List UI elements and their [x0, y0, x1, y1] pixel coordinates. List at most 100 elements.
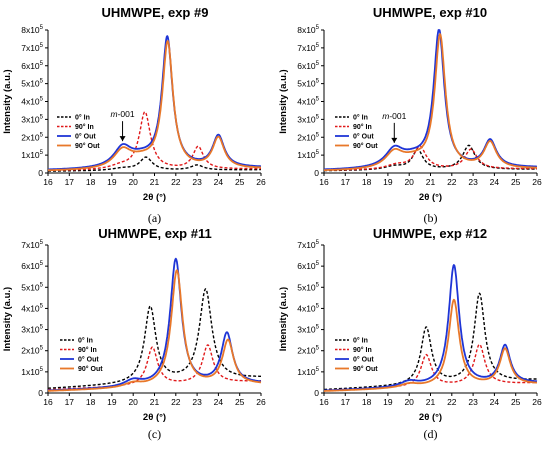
y-tick-label: 6x105	[297, 261, 319, 271]
x-tick-label: 22	[171, 397, 181, 407]
chart-title: UHMWPE, exp #9	[102, 5, 209, 20]
y-tick-label: 6x105	[21, 261, 43, 271]
x-tick-label: 26	[532, 397, 542, 407]
y-tick-label: 8x105	[21, 25, 43, 35]
y-tick-label: 2x105	[21, 132, 43, 142]
legend-label: 0° In	[353, 114, 368, 122]
y-tick-label: 8x105	[297, 25, 319, 35]
y-tick-label: 5x105	[297, 79, 319, 89]
x-tick-label: 16	[319, 177, 329, 187]
x-tick-label: 25	[235, 397, 245, 407]
y-tick-label: 7x105	[297, 43, 319, 53]
chart-title: UHMWPE, exp #12	[373, 226, 487, 241]
y-tick-label: 1x105	[21, 150, 43, 160]
x-tick-label: 24	[214, 177, 224, 187]
x-tick-label: 19	[107, 397, 117, 407]
x-tick-label: 19	[383, 397, 393, 407]
legend-label: 0° In	[75, 114, 90, 122]
x-axis-label: 2θ (°)	[143, 192, 166, 203]
y-tick-label: 3x105	[21, 325, 43, 335]
x-tick-label: 21	[150, 397, 160, 407]
chart-panel-3: UHMWPE, exp #12 16 17 18 19 20 21 22 23 24 25 26 2θ …	[278, 226, 542, 441]
y-tick-label: 7x105	[21, 240, 43, 250]
y-axis-label: Intensity (a.u.)	[278, 287, 289, 351]
x-tick-label: 20	[128, 397, 138, 407]
x-tick-label: 18	[362, 397, 372, 407]
annotation-label: m-001	[110, 109, 134, 119]
x-tick-label: 22	[447, 397, 457, 407]
y-tick-label: 0	[314, 388, 319, 398]
x-tick-label: 16	[319, 397, 329, 407]
y-axis-label: Intensity (a.u.)	[2, 69, 13, 133]
series-line-3	[323, 33, 538, 172]
series-line-0	[47, 288, 262, 389]
panel-caption: (d)	[424, 427, 438, 441]
x-tick-label: 26	[532, 177, 542, 187]
x-tick-label: 25	[511, 177, 521, 187]
y-tick-label: 4x105	[21, 97, 43, 107]
x-tick-label: 17	[65, 397, 75, 407]
x-tick-label: 18	[86, 397, 96, 407]
x-tick-label: 16	[43, 177, 53, 187]
x-tick-label: 17	[341, 397, 351, 407]
x-tick-label: 26	[256, 397, 266, 407]
x-tick-label: 25	[235, 177, 245, 187]
y-tick-label: 5x105	[21, 282, 43, 292]
y-tick-label: 5x105	[297, 282, 319, 292]
legend-label: 90° Out	[353, 142, 378, 150]
annotation-label: m-001	[382, 111, 406, 121]
series-line-0	[47, 156, 262, 172]
x-tick-label: 23	[468, 397, 478, 407]
legend-label: 90° In	[353, 123, 372, 131]
x-tick-label: 24	[214, 397, 224, 407]
x-tick-label: 21	[150, 177, 160, 187]
y-tick-label: 7x105	[21, 43, 43, 53]
series-line-1	[323, 145, 538, 171]
panel-caption: (a)	[148, 211, 161, 225]
y-axis-label: Intensity (a.u.)	[278, 69, 289, 133]
panel-caption: (b)	[424, 211, 438, 225]
x-tick-label: 23	[468, 177, 478, 187]
x-tick-label: 17	[65, 177, 75, 187]
x-axis-label: 2θ (°)	[419, 412, 442, 423]
y-tick-label: 6x105	[297, 61, 319, 71]
chart-panel-1: UHMWPE, exp #10 16 17 18 19 20 21 22 23 24 25 26 2θ …	[278, 5, 542, 225]
y-axis-label: Intensity (a.u.)	[2, 287, 13, 351]
x-tick-label: 16	[43, 397, 53, 407]
y-tick-label: 2x105	[297, 132, 319, 142]
x-tick-label: 20	[404, 177, 414, 187]
y-tick-label: 3x105	[21, 114, 43, 124]
x-tick-label: 18	[86, 177, 96, 187]
chart-panel-0: UHMWPE, exp #9 16 17 18 19 20 21 22 23 24 25 26 2θ (…	[2, 5, 266, 225]
series-line-3	[323, 298, 538, 392]
series-line-0	[323, 292, 538, 391]
y-tick-label: 2x105	[21, 346, 43, 356]
x-tick-label: 23	[192, 397, 202, 407]
y-tick-label: 3x105	[297, 114, 319, 124]
series-line-3	[47, 40, 262, 172]
y-tick-label: 1x105	[297, 367, 319, 377]
x-axis-label: 2θ (°)	[143, 412, 166, 423]
chart-panel-2: UHMWPE, exp #11 16 17 18 19 20 21 22 23 24 25 26 2θ …	[2, 226, 266, 441]
y-tick-label: 6x105	[21, 61, 43, 71]
x-tick-label: 22	[447, 177, 457, 187]
x-tick-label: 26	[256, 177, 266, 187]
x-tick-label: 19	[107, 177, 117, 187]
x-tick-label: 18	[362, 177, 372, 187]
legend-label: 0° In	[353, 337, 368, 345]
annotation-arrow-head	[391, 137, 398, 143]
series-line-1	[47, 111, 262, 172]
y-tick-label: 1x105	[21, 367, 43, 377]
annotation-arrow-head	[119, 136, 126, 142]
legend-label: 0° In	[78, 337, 93, 345]
y-tick-label: 2x105	[297, 346, 319, 356]
legend-label: 90° Out	[78, 365, 103, 373]
x-tick-label: 23	[192, 177, 202, 187]
y-tick-label: 1x105	[297, 150, 319, 160]
legend-label: 90° In	[75, 123, 94, 131]
x-tick-label: 21	[426, 177, 436, 187]
legend-label: 90° In	[78, 346, 97, 354]
